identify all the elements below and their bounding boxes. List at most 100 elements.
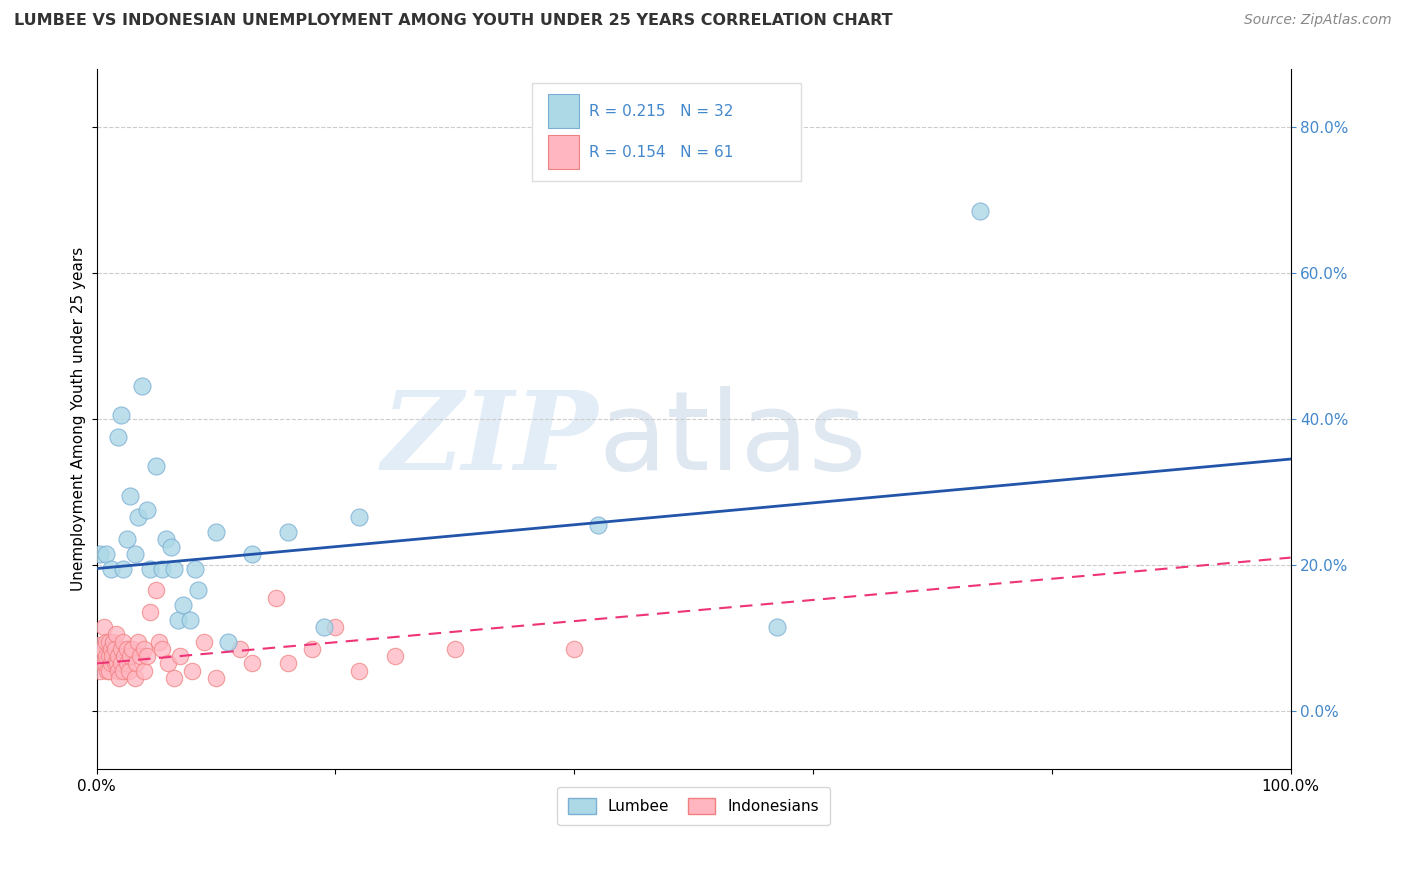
Point: [134, 641, 156, 656]
Point: [120, 649, 142, 664]
Point: [94, 657, 117, 671]
Point: [163, 561, 186, 575]
Point: [107, 649, 129, 664]
Point: [93, 620, 115, 634]
Point: [150, 561, 173, 575]
Point: [277, 657, 299, 671]
Point: [240, 547, 263, 561]
Point: [181, 664, 204, 678]
Point: [124, 671, 146, 685]
Point: [187, 583, 209, 598]
Point: [163, 671, 186, 685]
Point: [264, 591, 287, 605]
Point: [217, 634, 239, 648]
Point: [586, 517, 609, 532]
Point: [104, 627, 127, 641]
Bar: [548, 136, 579, 169]
Point: [135, 503, 157, 517]
Point: [112, 649, 135, 664]
Point: [145, 459, 167, 474]
Text: R = 0.154   N = 61: R = 0.154 N = 61: [589, 145, 733, 160]
Point: [100, 657, 122, 671]
Point: [135, 649, 157, 664]
Point: [108, 671, 131, 685]
Point: [103, 641, 125, 656]
Point: [115, 533, 138, 547]
Point: [124, 547, 146, 561]
Point: [97, 634, 120, 648]
Point: [384, 649, 406, 664]
Point: [179, 613, 201, 627]
Point: [128, 649, 150, 664]
Point: [96, 649, 118, 664]
Point: [301, 641, 323, 656]
Point: [87, 638, 110, 652]
Point: [562, 641, 585, 656]
Y-axis label: Unemployment Among Youth under 25 years: Unemployment Among Youth under 25 years: [72, 247, 86, 591]
Point: [110, 641, 132, 656]
Point: [229, 641, 252, 656]
Point: [105, 657, 128, 671]
Point: [169, 649, 191, 664]
Text: atlas: atlas: [598, 386, 866, 493]
Point: [145, 583, 167, 598]
Point: [172, 598, 194, 612]
Point: [115, 641, 138, 656]
Point: [110, 657, 132, 671]
Point: [115, 657, 138, 671]
Point: [139, 561, 162, 575]
Point: [349, 510, 371, 524]
Point: [100, 561, 122, 575]
Point: [277, 524, 299, 539]
Point: [205, 524, 228, 539]
Point: [150, 641, 173, 656]
Point: [97, 649, 120, 664]
Point: [111, 634, 134, 648]
Text: Source: ZipAtlas.com: Source: ZipAtlas.com: [1244, 13, 1392, 28]
Point: [134, 664, 156, 678]
Point: [155, 533, 177, 547]
Point: [100, 641, 122, 656]
Bar: [548, 95, 579, 128]
FancyBboxPatch shape: [533, 83, 801, 181]
Text: ZIP: ZIP: [381, 386, 598, 493]
Point: [240, 657, 263, 671]
Point: [111, 561, 134, 575]
Point: [157, 657, 180, 671]
Point: [148, 634, 170, 648]
Point: [312, 620, 335, 634]
Point: [89, 547, 111, 561]
Point: [166, 613, 188, 627]
Point: [101, 649, 124, 664]
Point: [325, 620, 347, 634]
Point: [107, 430, 129, 444]
Point: [103, 634, 125, 648]
Point: [118, 664, 141, 678]
Point: [107, 664, 129, 678]
Point: [139, 605, 162, 619]
Point: [205, 671, 228, 685]
Point: [349, 664, 371, 678]
Point: [96, 664, 118, 678]
Point: [110, 409, 132, 423]
Point: [131, 379, 153, 393]
Point: [89, 664, 111, 678]
Legend: Lumbee, Indonesians: Lumbee, Indonesians: [558, 788, 830, 825]
Point: [766, 620, 789, 634]
Point: [111, 664, 134, 678]
Point: [97, 664, 120, 678]
Point: [159, 540, 181, 554]
Point: [127, 510, 149, 524]
Point: [121, 641, 143, 656]
Point: [125, 657, 148, 671]
Point: [969, 203, 991, 218]
Point: [120, 489, 142, 503]
Point: [127, 634, 149, 648]
Point: [103, 657, 125, 671]
Point: [193, 634, 215, 648]
Point: [90, 649, 112, 664]
Point: [91, 657, 114, 671]
Point: [443, 641, 465, 656]
Point: [96, 634, 118, 648]
Text: R = 0.215   N = 32: R = 0.215 N = 32: [589, 104, 733, 119]
